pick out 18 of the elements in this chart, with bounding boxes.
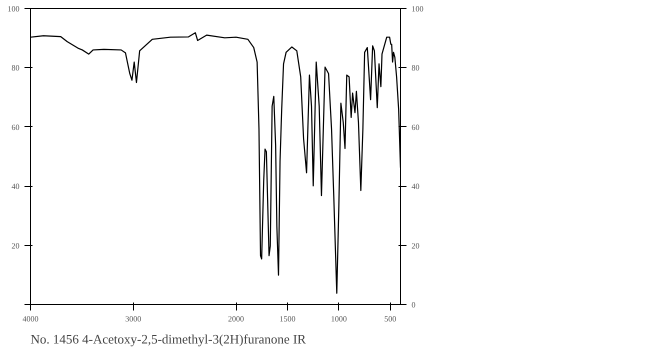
x-tick-label: 4000 [22,314,38,324]
x-tick-label: 1000 [330,314,347,324]
x-tick-label: 3000 [125,314,142,324]
x-tick-label: 1500 [279,314,296,324]
x-tick-label: 2000 [228,314,244,324]
y2-tick-label: 80 [412,64,420,73]
x-tick-label: 500 [384,314,396,324]
text: No. 1456 4-Acetoxy-2,5-dimethyl-3(2H)furanone IR [30,332,306,346]
y2-tick-label: 100 [412,4,424,14]
y-tick-label: 40 [12,182,20,192]
y-tick-label: 80 [12,64,20,73]
y2-tick-label: 40 [412,182,420,192]
y2-tick-label: 60 [412,122,420,132]
y-tick-label: 60 [12,122,20,132]
y2-tick-label: 20 [412,241,420,250]
y-tick-label: 100 [8,4,20,14]
y-tick-label: 20 [12,241,20,250]
y2-tick-label: 0 [412,300,416,310]
